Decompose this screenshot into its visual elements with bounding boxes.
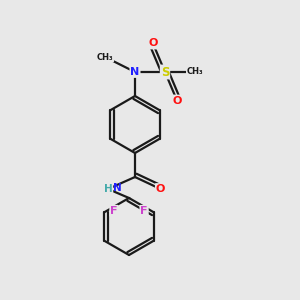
Text: N: N bbox=[130, 67, 140, 77]
Text: F: F bbox=[140, 206, 148, 216]
Text: CH₃: CH₃ bbox=[187, 68, 203, 76]
Text: N: N bbox=[113, 183, 122, 194]
Text: F: F bbox=[110, 206, 118, 216]
Text: H: H bbox=[103, 184, 112, 194]
Text: CH₃: CH₃ bbox=[97, 52, 113, 62]
Text: O: O bbox=[172, 95, 182, 106]
Text: S: S bbox=[161, 65, 169, 79]
Text: O: O bbox=[148, 38, 158, 49]
Text: O: O bbox=[156, 184, 165, 194]
